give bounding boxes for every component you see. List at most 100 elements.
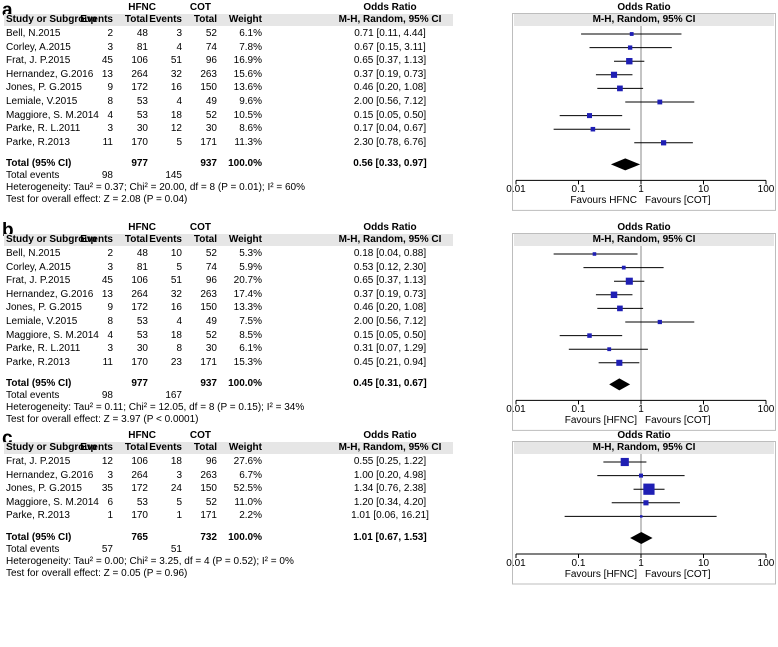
events-cot: 8: [176, 343, 182, 355]
favours-right-label: Favours [COT]: [645, 195, 711, 207]
total-cot: 150: [200, 82, 217, 94]
panel-label: a: [2, 0, 13, 21]
total-cot: 96: [205, 275, 217, 287]
study-name: Hernandez, G.2016: [6, 68, 94, 80]
x-tick-label: 0.1: [571, 184, 586, 196]
header-total-1: Total: [124, 14, 148, 25]
header-events-1: Events: [80, 14, 113, 25]
study-name: Frat, J. P.2015: [6, 55, 71, 67]
study-name: Jones, P. G.2015: [6, 82, 82, 94]
weight: 15.3%: [233, 356, 262, 368]
study-marker: [625, 277, 633, 285]
total-events-hfnc: 57: [101, 544, 113, 555]
total-hfnc: 30: [136, 343, 148, 355]
header-events-2: Events: [149, 14, 182, 25]
odds-ratio-ci: 0.15 [0.05, 0.50]: [353, 109, 427, 121]
events-cot: 24: [170, 483, 182, 495]
events-cot: 51: [170, 275, 182, 287]
header-bar-table: [4, 234, 453, 246]
study-marker: [643, 500, 649, 506]
events-cot: 5: [176, 136, 182, 148]
x-tick-label: 100: [757, 184, 775, 196]
total-cot: 96: [205, 456, 217, 467]
odds-ratio-ci: 0.55 [0.25, 1.22]: [353, 456, 427, 467]
total-cot: 49: [205, 96, 217, 107]
x-tick-label: 0.01: [506, 558, 526, 569]
total-label: Total (95% CI): [6, 378, 72, 390]
total-events-cot: 167: [165, 390, 182, 402]
header-odds-ratio-plot: Odds Ratio: [617, 222, 671, 233]
odds-ratio-ci: 0.31 [0.07, 1.29]: [353, 343, 427, 355]
x-tick-label: 1: [638, 404, 644, 416]
total-label: Total (95% CI): [6, 532, 72, 543]
study-name: Jones, P. G.2015: [6, 483, 82, 495]
total-cot: 52: [205, 109, 217, 121]
weight: 8.6%: [239, 123, 262, 135]
study-marker: [638, 473, 644, 478]
total-hfnc: 81: [136, 41, 148, 53]
odds-ratio-ci: 0.37 [0.19, 0.73]: [353, 288, 427, 300]
study-name: Corley, A.2015: [6, 261, 71, 273]
odds-ratio-ci: 2.00 [0.56, 7.12]: [353, 96, 427, 107]
total-cot: 52: [205, 329, 217, 341]
x-tick-label: 0.1: [571, 558, 586, 569]
odds-ratio-ci: 0.67 [0.15, 3.11]: [354, 41, 426, 53]
favours-right-label: Favours [COT]: [645, 569, 711, 580]
header-weight: Weight: [228, 442, 262, 453]
events-cot: 4: [176, 41, 182, 53]
odds-ratio-ci: 1.20 [0.34, 4.20]: [353, 496, 427, 508]
header-weight: Weight: [228, 14, 262, 25]
events-cot: 16: [170, 302, 182, 314]
x-tick-label: 100: [757, 404, 775, 416]
events-hfnc: 1: [107, 510, 113, 522]
odds-ratio-ci: 1.00 [0.20, 4.98]: [353, 469, 427, 481]
weight: 6.1%: [239, 343, 262, 355]
total-cot: 263: [200, 469, 217, 481]
events-hfnc: 4: [107, 329, 113, 341]
total-cot: 52: [205, 248, 217, 259]
header-events-2: Events: [149, 234, 182, 245]
total-hfnc: 30: [136, 123, 148, 135]
header-method-plot: M-H, Random, 95% CI: [592, 442, 696, 453]
total-ci: 1.01 [0.67, 1.53]: [353, 532, 427, 543]
weight: 13.6%: [233, 82, 262, 94]
study-marker: [629, 32, 634, 36]
study-marker: [661, 140, 667, 146]
odds-ratio-ci: 0.53 [0.12, 2.30]: [353, 261, 427, 273]
header-method-plot: M-H, Random, 95% CI: [592, 14, 696, 25]
total-hfnc: 53: [136, 109, 148, 121]
header-study: Study or Subgroup: [6, 234, 97, 245]
header-odds-ratio: Odds Ratio: [363, 430, 417, 441]
events-cot: 32: [170, 68, 182, 80]
total-cot: 74: [205, 261, 217, 273]
study-name: Hernandez, G.2016: [6, 288, 94, 300]
header-total-2: Total: [193, 234, 217, 245]
events-cot: 23: [170, 356, 182, 368]
events-cot: 5: [176, 496, 182, 508]
events-cot: 1: [176, 510, 182, 522]
total-hfnc: 172: [131, 302, 148, 314]
favours-left-label: Favours [HFNC]: [564, 415, 637, 427]
odds-ratio-ci: 1.01 [0.06, 16.21]: [351, 510, 429, 522]
header-odds-ratio-plot: Odds Ratio: [617, 430, 671, 441]
events-hfnc: 8: [107, 96, 113, 107]
study-name: Lemiale, V.2015: [6, 96, 78, 107]
favours-left-label: Favours HFNC: [570, 195, 637, 207]
total-weight: 100.0%: [228, 378, 262, 390]
header-total-1: Total: [124, 234, 148, 245]
total-cot: 263: [200, 288, 217, 300]
study-name: Bell, N.2015: [6, 28, 61, 39]
events-hfnc: 6: [107, 496, 113, 508]
x-tick-label: 10: [697, 184, 710, 196]
total-weight: 100.0%: [228, 158, 262, 170]
total-cot: 171: [200, 136, 217, 148]
total-events-label: Total events: [6, 390, 60, 402]
pooled-diamond: [630, 532, 653, 544]
total-hfnc: 765: [131, 532, 148, 543]
total-hfnc: 106: [131, 456, 148, 467]
x-tick-label: 0.01: [506, 184, 526, 196]
events-hfnc: 8: [107, 316, 113, 327]
study-name: Lemiale, V.2015: [6, 316, 78, 327]
header-odds-ratio: Odds Ratio: [363, 222, 417, 233]
total-hfnc: 977: [131, 378, 148, 390]
